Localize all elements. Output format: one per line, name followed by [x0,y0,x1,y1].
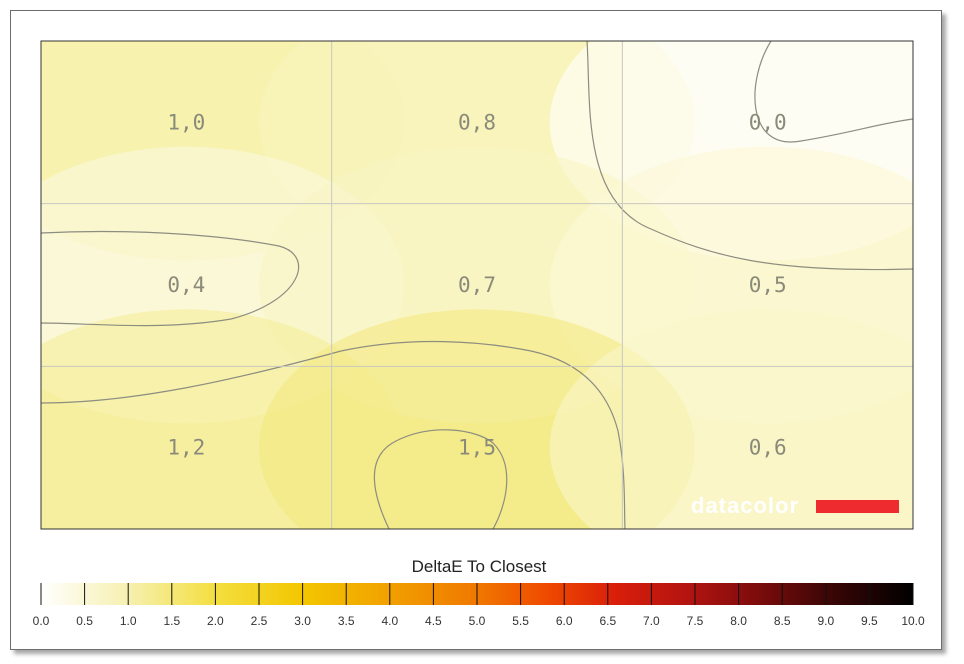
cell-value-r1-c2: 0,5 [749,273,787,297]
colorbar-tick-label-11: 5.5 [512,614,529,628]
colorbar-ticks [40,583,914,605]
colorbar-tick-label-16: 8.0 [730,614,747,628]
contour-line-left [41,230,300,327]
datacolor-watermark-bar [816,500,899,513]
heatmap-chart: 1,0 0,8 0,0 0,4 0,7 0,5 1,2 1,5 0,6 datacolor De… [33,40,925,628]
colorbar-tick-label-2: 1.0 [120,614,137,628]
chart-frame: 1,0 0,8 0,0 0,4 0,7 0,5 1,2 1,5 0,6 datacolor De… [10,10,942,650]
cell-value-r1-c1: 0,7 [458,273,496,297]
colorbar-tick-label-13: 6.5 [599,614,616,628]
heatmap-grid [41,41,913,529]
colorbar-tick-label-9: 4.5 [425,614,442,628]
colorbar-tick-label-0: 0.0 [33,614,50,628]
colorbar-tick-label-20: 10.0 [901,614,925,628]
cell-value-r2-c2: 0,6 [749,436,787,460]
contour-line-top-right-outer [586,41,913,271]
contour-line-bottom [373,429,508,529]
contour-line-top-right [754,41,913,143]
colorbar-tick-label-3: 1.5 [163,614,180,628]
colorbar-tick-label-8: 4.0 [381,614,398,628]
cell-value-r0-c0: 1,0 [167,110,205,134]
datacolor-watermark: datacolor [691,493,799,518]
colorbar-tick-label-15: 7.5 [687,614,704,628]
colorbar-tick-labels: 0.0 0.5 1.0 1.5 2.0 2.5 3.0 3.5 4.0 4.5 5.0 5.5 6.0 6… [33,614,925,628]
cell-value-r0-c1: 0,8 [458,110,496,134]
colorbar-tick-label-10: 5.0 [469,614,486,628]
colorbar-tick-label-1: 0.5 [76,614,93,628]
colorbar-tick-label-5: 2.5 [251,614,268,628]
cell-value-r0-c2: 0,0 [749,110,787,134]
colorbar-tick-label-4: 2.0 [207,614,224,628]
heatmap-plot: 1,0 0,8 0,0 0,4 0,7 0,5 1,2 1,5 0,6 datacolor [41,41,913,529]
colorbar-title: DeltaE To Closest [412,557,547,576]
cell-value-r2-c1: 1,5 [458,436,496,460]
plot-border [40,40,914,530]
contour-line-middle [41,340,626,529]
colorbar-tick-label-19: 9.5 [861,614,878,628]
colorbar-tick-label-7: 3.5 [338,614,355,628]
colorbar-tick-label-14: 7.0 [643,614,660,628]
heatmap-blob-r2-c2 [549,309,913,529]
colorbar-tick-label-12: 6.0 [556,614,573,628]
colorbar-tick-label-6: 3.0 [294,614,311,628]
colorbar-tick-label-18: 9.0 [817,614,834,628]
colorbar-tick-label-17: 8.5 [774,614,791,628]
cell-value-r1-c0: 0,4 [167,273,205,297]
cell-value-r2-c0: 1,2 [167,436,205,460]
